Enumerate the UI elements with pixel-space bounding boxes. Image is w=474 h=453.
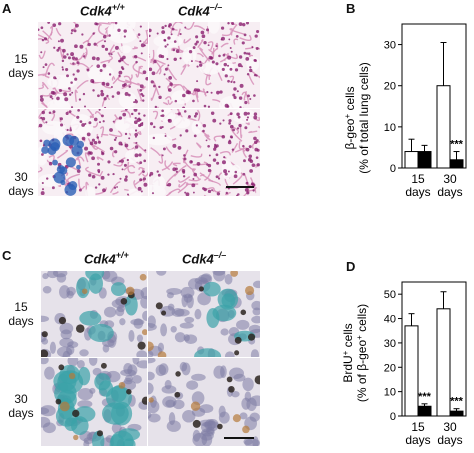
x-tick-label: days	[437, 185, 462, 199]
row-label-number: 15	[14, 52, 28, 66]
y-tick-label: 20	[384, 362, 396, 374]
panel-c-row-15-label: 15 days	[3, 300, 39, 328]
y-tick-label: 30	[384, 40, 396, 52]
panel-c-letter: C	[2, 248, 12, 263]
he-image-ko-15d	[149, 22, 260, 108]
panel-b-chart: β-geo+ cells (% of total lung cells) 0 10…	[330, 20, 474, 210]
plot-frame	[401, 23, 467, 169]
bar	[404, 151, 419, 169]
bar	[449, 410, 464, 417]
row-label-unit: days	[8, 406, 34, 420]
panel-a-letter: A	[2, 1, 12, 16]
significance-marker: ***	[450, 139, 464, 151]
y-tick-label: 20	[384, 81, 396, 93]
panel-a-wt-header: Cdk4+/+	[80, 2, 125, 18]
y-tick-label: 50	[384, 289, 396, 301]
genotype-sup: –/–	[209, 2, 223, 12]
genotype-name: Cdk4	[80, 3, 112, 19]
genotype-sup: –/–	[213, 250, 227, 260]
panel-d-chart: BrdU+ cells (% of β-geo+ cells) 0 10 20 30 4…	[330, 278, 474, 448]
bar	[436, 85, 451, 169]
y-tick-label: 0	[390, 411, 396, 423]
panel-c-row-30-label: 30 days	[3, 392, 39, 420]
x-tick-label: 15	[411, 420, 425, 434]
panel-b-letter: B	[346, 1, 356, 16]
row-label-number: 30	[14, 170, 28, 184]
y-tick-label: 0	[390, 163, 396, 175]
scale-bar	[226, 186, 254, 188]
row-label-unit: days	[8, 66, 34, 80]
significance-marker: ***	[450, 396, 464, 408]
brdu-image-ko-30d	[148, 358, 260, 446]
bar	[417, 151, 432, 169]
genotype-name: Cdk4	[182, 251, 214, 267]
genotype-name: Cdk4	[84, 251, 116, 267]
he-xgal-image-wt-30d	[38, 109, 148, 196]
panel-d-letter: D	[346, 259, 356, 274]
x-tick-label: days	[437, 433, 462, 447]
panel-b-ylabel-line2: (% of total lung cells)	[357, 62, 371, 173]
x-tick-label: days	[405, 185, 430, 199]
y-tick-label: 10	[384, 122, 396, 134]
brdu-image-wt-30d	[41, 358, 147, 446]
scale-bar	[224, 437, 254, 439]
panel-c-ko-header: Cdk4–/–	[182, 250, 226, 266]
he-image-wt-15d	[38, 22, 148, 108]
he-image-ko-30d	[149, 109, 260, 196]
panel-b-ylabel-line1: β-geo+ cells	[343, 87, 357, 150]
panel-c-wt-header: Cdk4+/+	[84, 250, 129, 266]
bar	[436, 308, 451, 417]
brdu-image-wt-15d	[41, 271, 147, 357]
panel-d-chart-svg: BrdU+ cells (% of β-geo+ cells) 0 10 20 30 4…	[341, 281, 467, 447]
x-tick-label: 30	[443, 172, 457, 186]
row-label-unit: days	[8, 314, 34, 328]
brdu-image-ko-15d	[148, 271, 260, 357]
significance-marker: ***	[418, 391, 432, 403]
y-tick-label: 30	[384, 338, 396, 350]
x-tick-label: 15	[411, 172, 425, 186]
row-label-number: 30	[14, 392, 28, 406]
panel-a-ko-header: Cdk4–/–	[178, 2, 222, 18]
x-tick-label: 30	[443, 420, 457, 434]
panel-b-chart-svg: β-geo+ cells (% of total lung cells) 0 10…	[343, 23, 467, 199]
panel-a-row-30-label: 30 days	[3, 170, 39, 198]
y-tick-label: 10	[384, 387, 396, 399]
bar	[417, 405, 432, 417]
genotype-sup: +/+	[111, 2, 125, 12]
genotype-sup: +/+	[115, 250, 129, 260]
row-label-number: 15	[14, 300, 28, 314]
genotype-name: Cdk4	[178, 3, 210, 19]
panel-d-ylabel-line1: BrdU+ cells	[341, 323, 355, 382]
row-label-unit: days	[8, 184, 34, 198]
panel-a-row-15-label: 15 days	[3, 52, 39, 80]
x-tick-label: days	[405, 433, 430, 447]
bar	[449, 159, 464, 169]
bar	[404, 325, 419, 417]
panel-d-ylabel-line2: (% of β-geo+ cells)	[355, 304, 369, 402]
y-tick-label: 40	[384, 314, 396, 326]
plot-frame	[401, 281, 467, 417]
